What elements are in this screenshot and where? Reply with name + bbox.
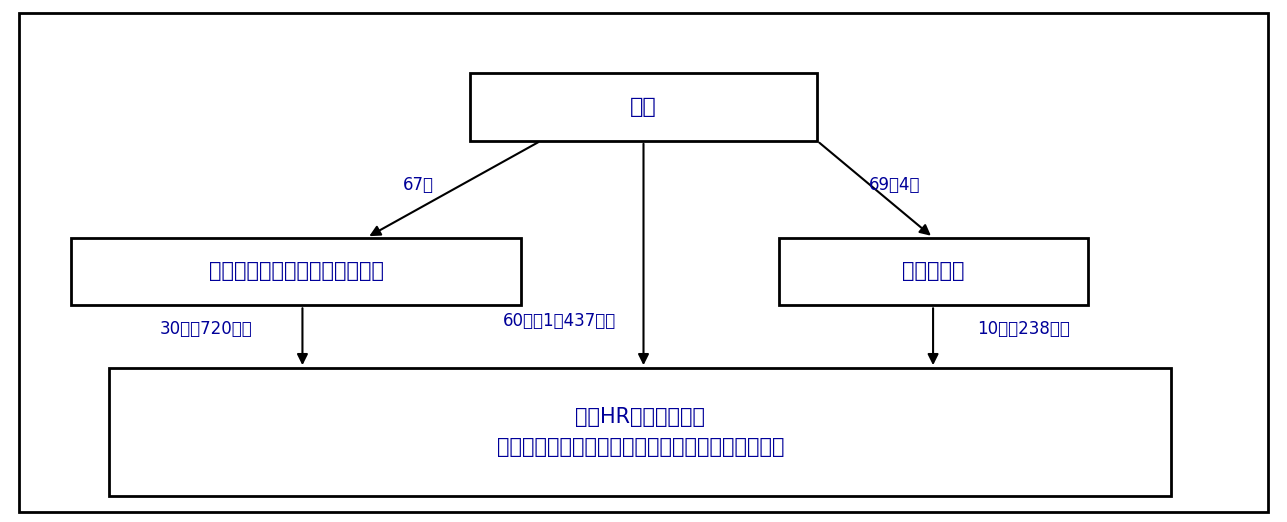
FancyBboxPatch shape: [779, 238, 1088, 305]
Text: 近鉄HRパートナーズ
（ツーリストエキスパーツ（ＴＥＸ）が商号変更）: 近鉄HRパートナーズ （ツーリストエキスパーツ（ＴＥＸ）が商号変更）: [497, 407, 784, 457]
FancyBboxPatch shape: [470, 73, 817, 141]
Text: 60％（1，437株）: 60％（1，437株）: [503, 312, 616, 330]
Text: 近鉄百貨店: 近鉄百貨店: [902, 262, 964, 281]
Text: 69．4％: 69．4％: [869, 176, 920, 194]
Text: 30％（720株）: 30％（720株）: [160, 320, 252, 338]
FancyBboxPatch shape: [109, 368, 1171, 496]
Text: 10％（238株）: 10％（238株）: [977, 320, 1069, 338]
Text: ＫＮＴ－ＣＴホールディングス: ＫＮＴ－ＣＴホールディングス: [208, 262, 384, 281]
FancyBboxPatch shape: [71, 238, 521, 305]
Text: 当社: 当社: [631, 97, 656, 117]
Text: 67％: 67％: [403, 176, 434, 194]
